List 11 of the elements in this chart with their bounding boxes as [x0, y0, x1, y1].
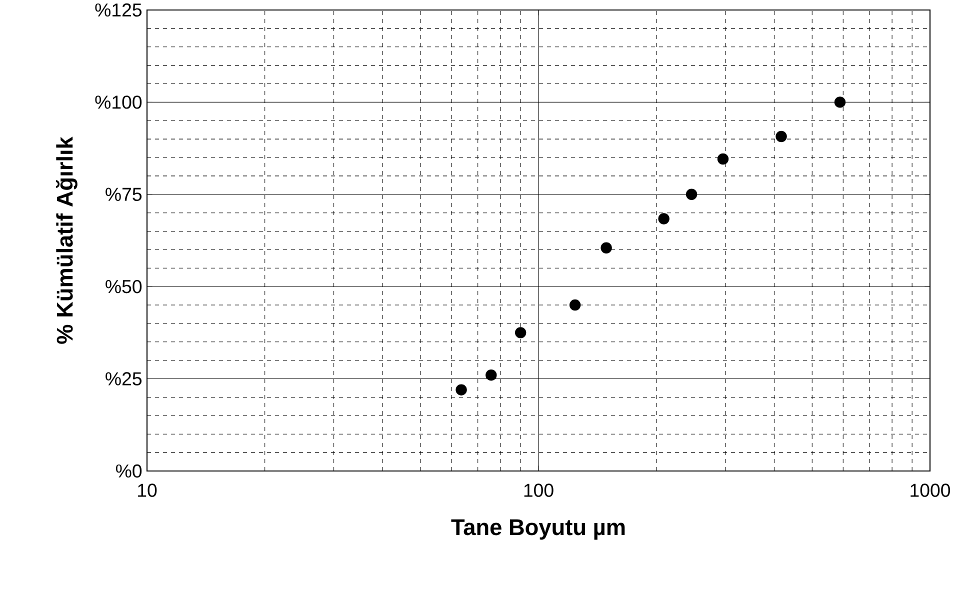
x-tick-label: 10 — [138, 484, 157, 497]
x-tick-label: 100 — [524, 484, 554, 497]
y-tick-label: %25 — [106, 372, 142, 386]
x-tick-label: 1000 — [910, 484, 950, 497]
y-tick-label: %100 — [95, 96, 142, 109]
y-tick-label: %50 — [106, 280, 142, 294]
y-tick-label: %75 — [106, 188, 142, 201]
y-tick-label: %0 — [116, 464, 142, 478]
x-axis-title: Tane Boyutu µm — [451, 519, 625, 540]
y-tick-label: %125 — [95, 3, 142, 17]
y-axis-title: % Kümülatif Ağırlık — [56, 136, 78, 344]
